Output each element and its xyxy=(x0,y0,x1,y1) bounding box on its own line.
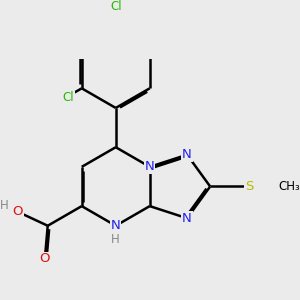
Text: H: H xyxy=(111,233,120,246)
Text: H: H xyxy=(0,199,9,212)
Text: O: O xyxy=(40,253,50,266)
Text: S: S xyxy=(245,180,254,193)
Text: N: N xyxy=(111,219,121,232)
Text: CH₃: CH₃ xyxy=(279,180,300,193)
Text: N: N xyxy=(182,212,192,225)
Text: Cl: Cl xyxy=(110,0,122,13)
Text: N: N xyxy=(182,148,192,161)
Text: O: O xyxy=(12,205,23,218)
Text: N: N xyxy=(145,160,154,173)
Text: Cl: Cl xyxy=(63,91,74,104)
